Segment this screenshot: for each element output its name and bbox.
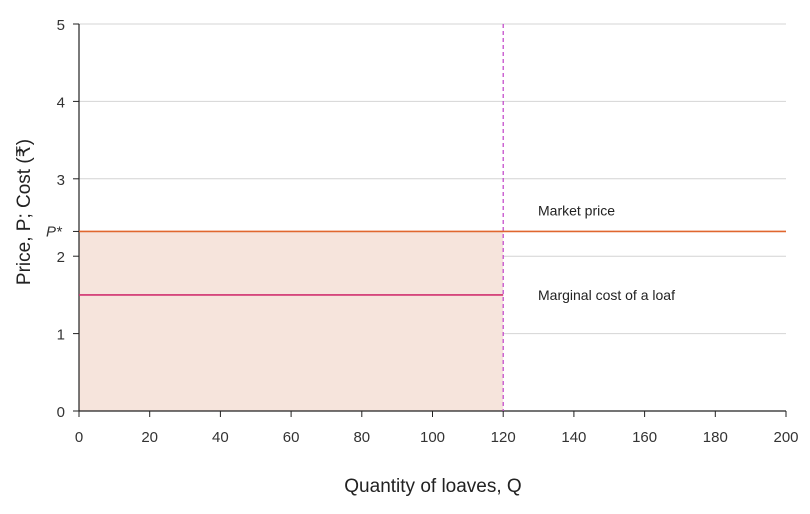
y-tick-label-3: 3 (57, 172, 65, 189)
x-tick-label-80: 80 (353, 429, 370, 446)
y-tick-label-2: 2 (57, 249, 65, 266)
x-tick-label-120: 120 (491, 429, 516, 446)
y-tick-label-1: 1 (57, 327, 65, 344)
market-price-label: Market price (538, 202, 615, 218)
axes (73, 23, 787, 417)
y-tick-label-4: 4 (57, 94, 65, 111)
x-tick-label-160: 160 (632, 429, 657, 446)
x-tick-label-140: 140 (561, 429, 586, 446)
x-tick-label-20: 20 (141, 429, 158, 446)
p-star-label: P* (46, 223, 63, 240)
x-axis-title: Quantity of loaves, Q (344, 476, 521, 497)
shaded-region (79, 231, 504, 411)
x-tick-label-180: 180 (703, 429, 728, 446)
shaded-region-layer (79, 231, 504, 411)
y-tick-label-0: 0 (57, 404, 65, 421)
x-tick-label-100: 100 (420, 429, 445, 446)
x-tick-label-60: 60 (283, 429, 300, 446)
x-tick-label-200: 200 (773, 429, 798, 446)
x-tick-label-0: 0 (75, 429, 83, 446)
x-tick-label-40: 40 (212, 429, 229, 446)
series-lines (79, 24, 786, 411)
marginal-cost-label: Marginal cost of a loaf (538, 287, 675, 303)
y-axis-title: Price, P; Cost (₹) (14, 139, 35, 285)
tick-labels: 0 20 40 60 80 100 120 140 160 180 200 0 1 2 3 4 5 (57, 17, 799, 446)
y-tick-label-5: 5 (57, 17, 65, 34)
